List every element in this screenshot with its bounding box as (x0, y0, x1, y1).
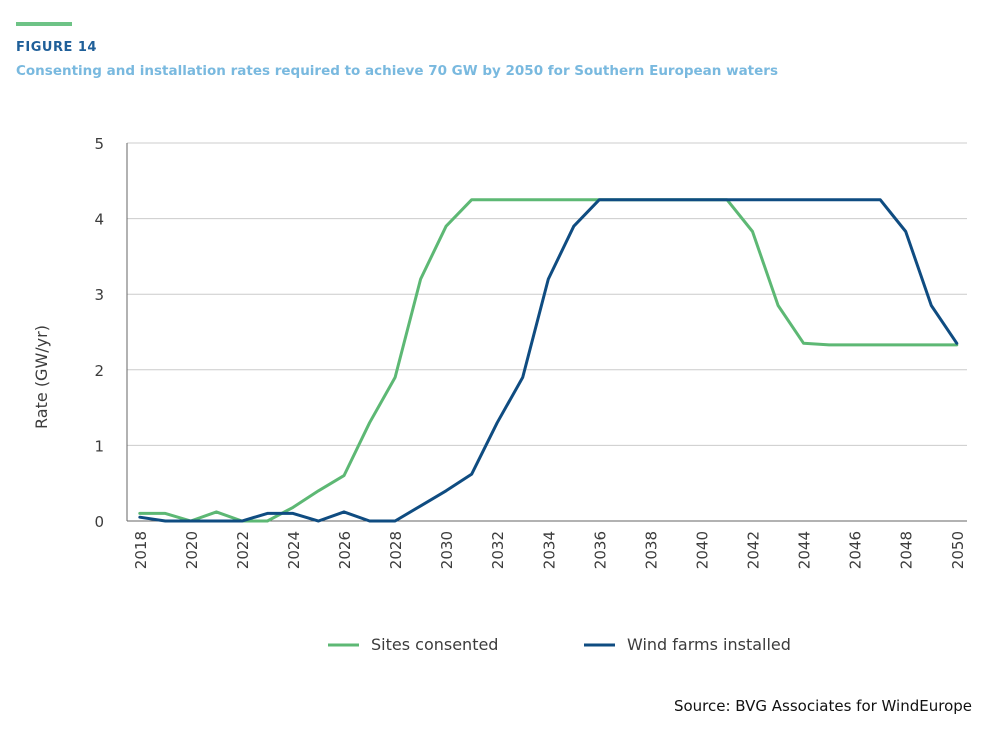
x-tick-label: 2030 (438, 531, 456, 569)
legend: Sites consented Wind farms installed (328, 635, 791, 654)
x-tick-label: 2026 (336, 531, 354, 569)
x-tick-label: 2024 (285, 531, 303, 569)
x-tick-label: 2044 (796, 531, 814, 569)
y-axis-label: Rate (GW/yr) (32, 325, 51, 429)
x-tick-labels: 2018 2020 2022 2024 2026 2028 2030 2032 2034 2036… (132, 531, 967, 569)
y-tick-label: 5 (94, 135, 104, 153)
x-tick-label: 2020 (183, 531, 201, 569)
x-tick-label: 2042 (745, 531, 763, 569)
accent-bar (16, 22, 72, 26)
y-tick-label: 0 (94, 513, 104, 531)
figure-label: FIGURE 14 (16, 40, 97, 55)
legend-item: Sites consented (328, 635, 498, 654)
legend-label: Sites consented (371, 635, 498, 654)
series-line-wind-farms-installed (138, 198, 959, 523)
series-line-sites-consented (138, 198, 959, 523)
x-tick-label: 2028 (387, 531, 405, 569)
series-lines (138, 198, 959, 523)
legend-item: Wind farms installed (584, 635, 791, 654)
source-note: Source: BVG Associates for WindEurope (673, 697, 972, 715)
x-tick-label: 2038 (642, 531, 660, 569)
legend-label: Wind farms installed (627, 635, 791, 654)
y-tick-label: 4 (94, 211, 104, 229)
x-tick-label: 2040 (693, 531, 711, 569)
y-tick-label: 2 (94, 362, 104, 380)
x-tick-label: 2050 (949, 531, 967, 569)
x-tick-label: 2032 (489, 531, 507, 569)
x-tick-label: 2048 (898, 531, 916, 569)
y-tick-label: 3 (94, 286, 104, 304)
x-tick-label: 2034 (540, 531, 558, 569)
gridlines (127, 142, 967, 446)
x-tick-label: 2018 (132, 531, 150, 569)
x-tick-label: 2022 (234, 531, 252, 569)
x-tick-label: 2036 (591, 531, 609, 569)
figure-title: Consenting and installation rates requir… (16, 63, 778, 79)
x-tick-label: 2046 (847, 531, 865, 569)
y-tick-labels: 0 1 2 3 4 5 (94, 135, 104, 531)
y-tick-label: 1 (94, 437, 104, 455)
